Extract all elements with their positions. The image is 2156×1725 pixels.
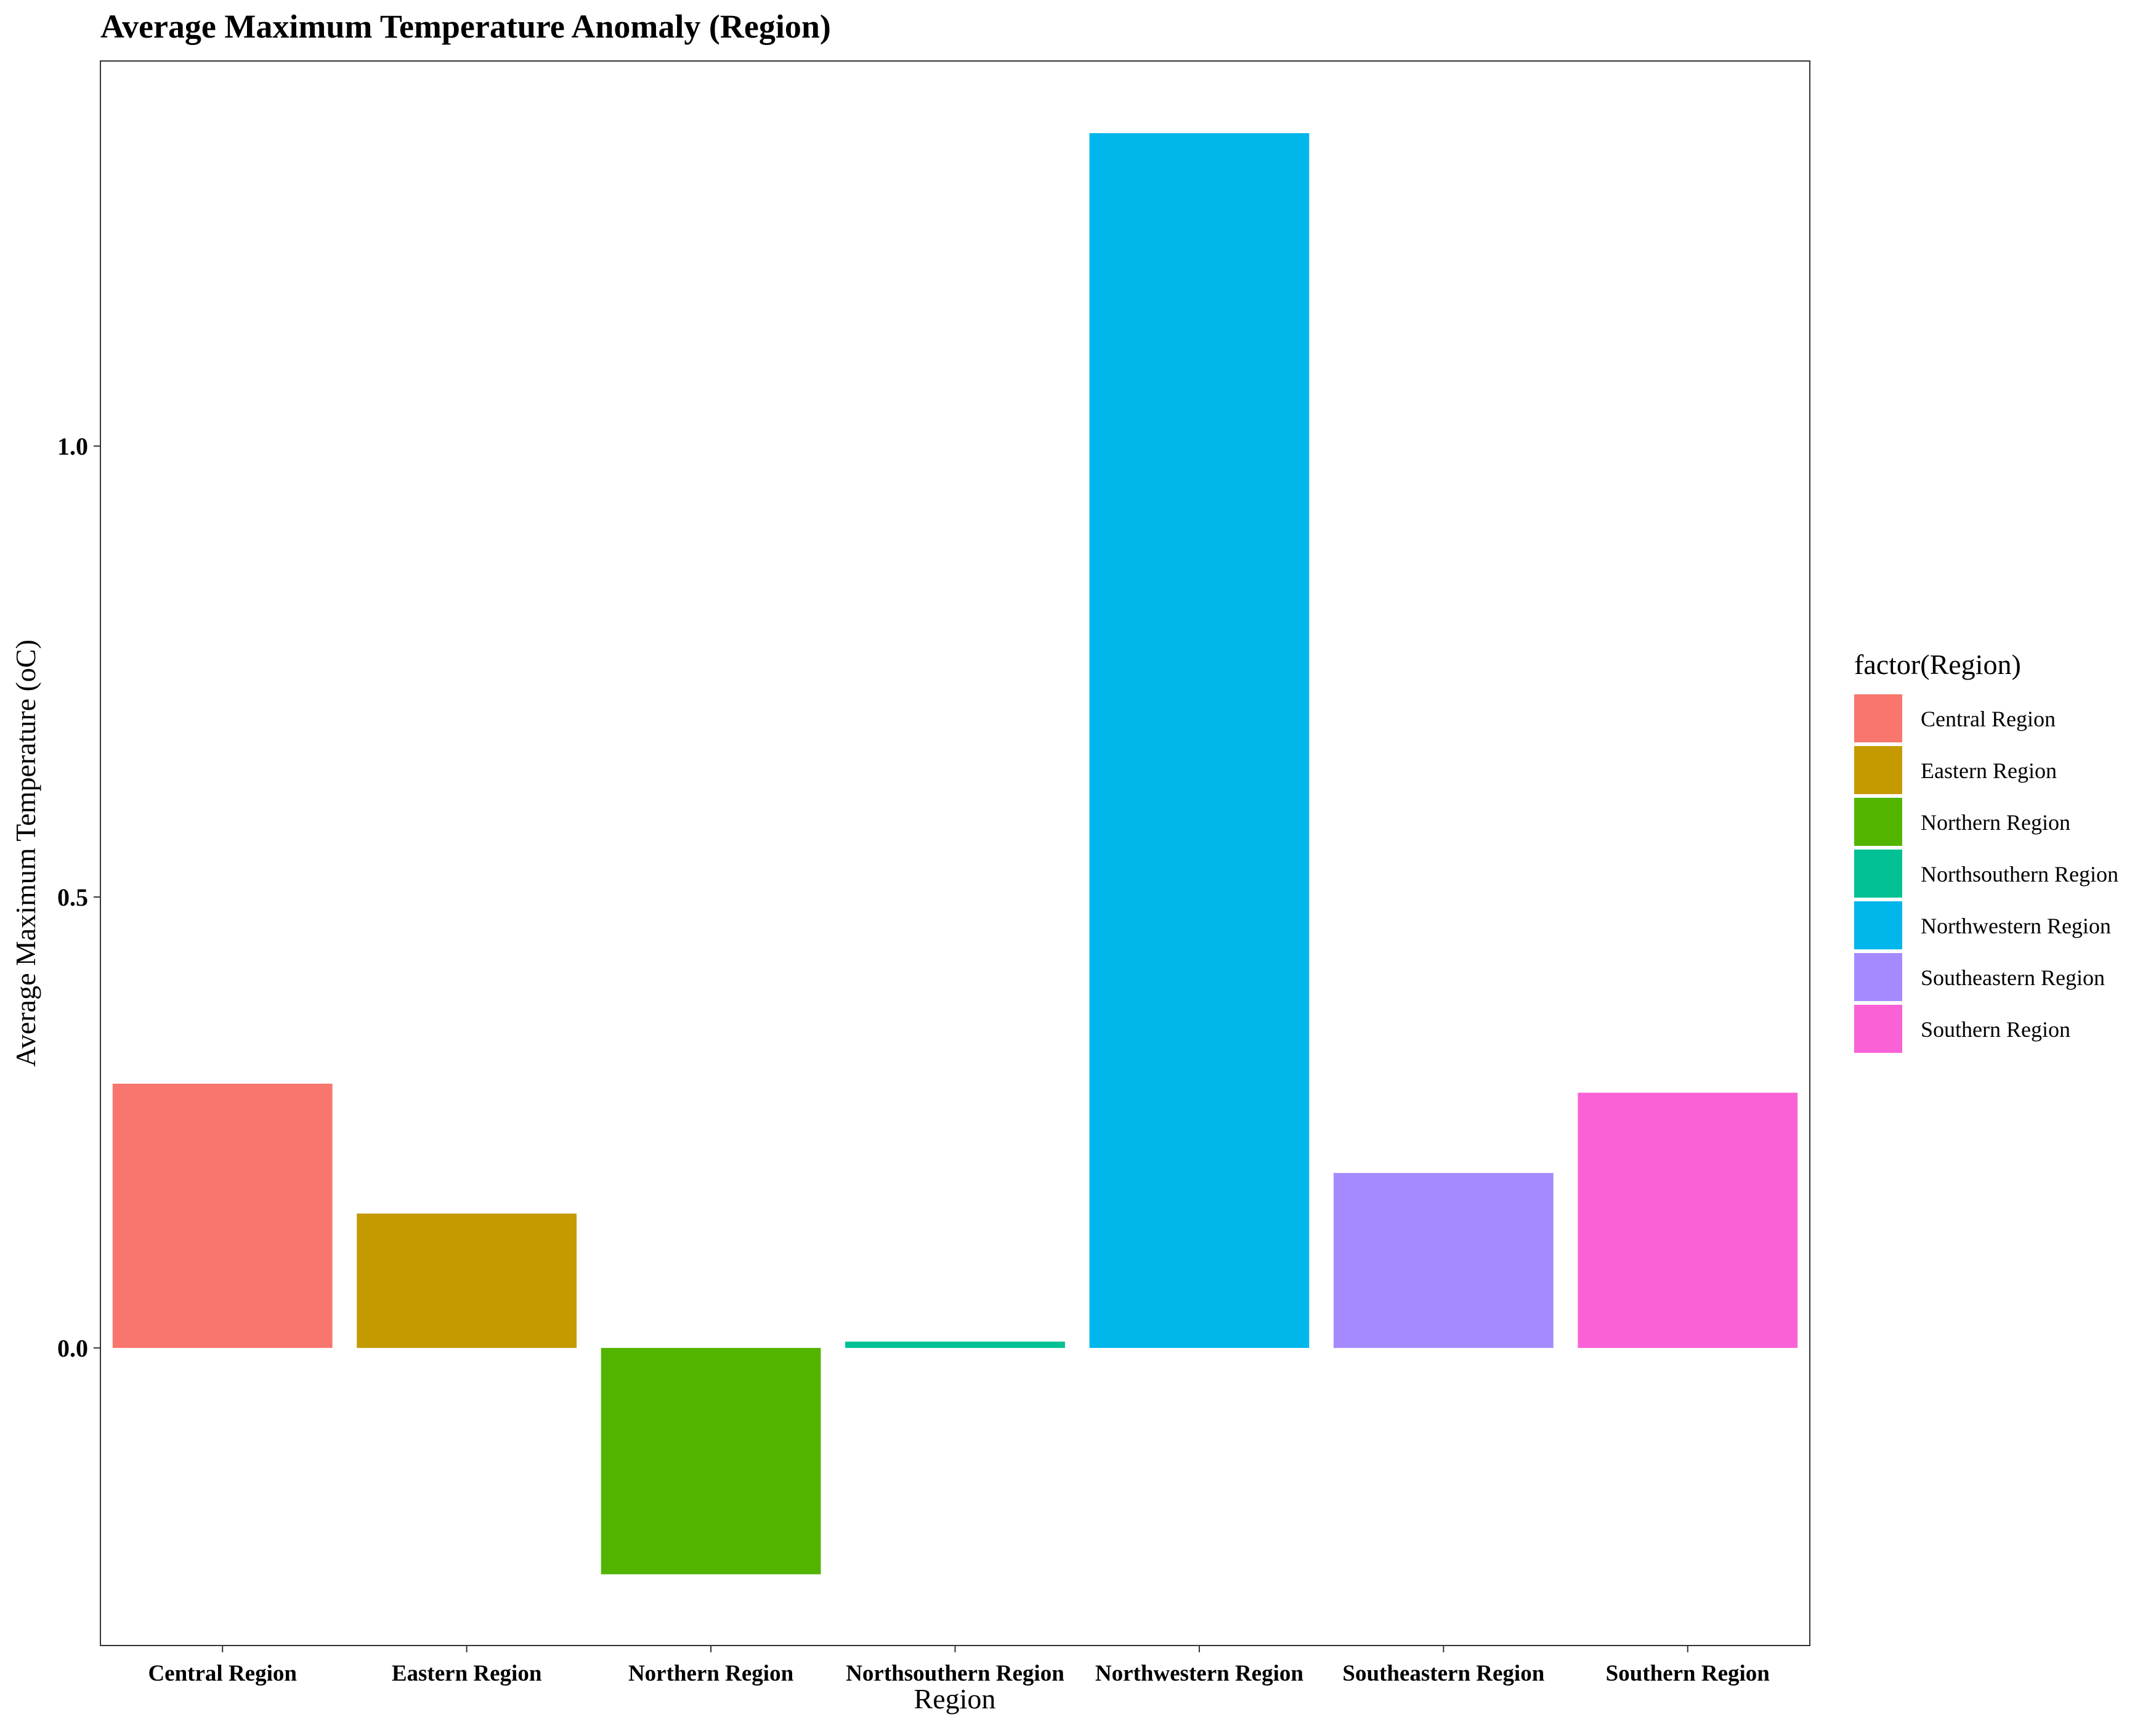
bar-3 bbox=[845, 1341, 1065, 1348]
legend-label-1: Eastern Region bbox=[1921, 758, 2057, 783]
bar-4 bbox=[1089, 133, 1310, 1348]
legend: factor(Region) Central Region Eastern Reg… bbox=[1854, 649, 2118, 1053]
y-axis-title: Average Maximum Temperature (oC) bbox=[10, 639, 41, 1067]
plot-panel bbox=[100, 60, 1810, 1646]
x-tick-label-0: Central Region bbox=[148, 1661, 297, 1686]
y-axis: 0.0 0.5 1.0 bbox=[57, 432, 100, 1362]
legend-key-4 bbox=[1854, 901, 1902, 949]
bar-6 bbox=[1578, 1092, 1798, 1348]
legend-key-1 bbox=[1854, 746, 1902, 794]
legend-label-4: Northwestern Region bbox=[1921, 914, 2111, 938]
bar-1 bbox=[357, 1213, 577, 1348]
y-tick-label-1: 0.5 bbox=[57, 883, 88, 911]
y-tick-label-0: 0.0 bbox=[57, 1334, 88, 1362]
bar-0 bbox=[112, 1084, 333, 1348]
legend-label-5: Southeastern Region bbox=[1921, 965, 2105, 990]
bar-5 bbox=[1333, 1172, 1554, 1348]
bars bbox=[112, 133, 1798, 1575]
legend-key-0 bbox=[1854, 694, 1902, 742]
x-tick-label-6: Southern Region bbox=[1606, 1661, 1770, 1686]
legend-key-3 bbox=[1854, 850, 1902, 898]
bar-2 bbox=[601, 1347, 821, 1575]
legend-label-6: Southern Region bbox=[1921, 1017, 2070, 1042]
x-tick-label-1: Eastern Region bbox=[392, 1661, 542, 1686]
x-tick-label-2: Northern Region bbox=[628, 1661, 794, 1686]
legend-items: Central Region Eastern Region Northern Reg… bbox=[1854, 694, 2118, 1053]
chart-title: Average Maximum Temperature Anomaly (Reg… bbox=[100, 8, 831, 45]
x-tick-label-5: Southeastern Region bbox=[1342, 1661, 1544, 1686]
legend-label-0: Central Region bbox=[1921, 707, 2056, 731]
legend-title: factor(Region) bbox=[1854, 649, 2021, 680]
legend-label-3: Northsouthern Region bbox=[1921, 862, 2118, 887]
legend-key-5 bbox=[1854, 953, 1902, 1001]
legend-key-6 bbox=[1854, 1005, 1902, 1053]
legend-label-2: Northern Region bbox=[1921, 810, 2070, 835]
legend-key-2 bbox=[1854, 798, 1902, 846]
x-tick-label-4: Northwestern Region bbox=[1095, 1661, 1303, 1686]
x-tick-label-3: Northsouthern Region bbox=[846, 1661, 1064, 1686]
y-tick-label-2: 1.0 bbox=[57, 432, 88, 460]
x-axis: Central Region Eastern Region Northern Reg… bbox=[148, 1646, 1770, 1686]
x-axis-title: Region bbox=[914, 1683, 996, 1715]
